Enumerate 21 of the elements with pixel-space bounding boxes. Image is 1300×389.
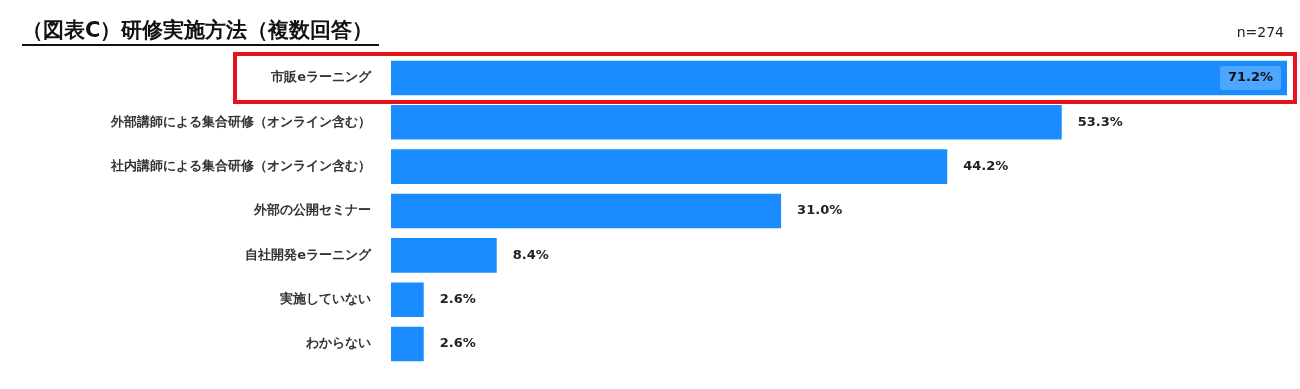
y-tick-label: 外部講師による集合研修（オンライン含む） [110, 113, 371, 129]
data-label: 8.4% [512, 246, 549, 262]
data-label: 71.2% [1227, 69, 1273, 85]
bar [391, 193, 782, 229]
data-label: 2.6% [439, 291, 476, 307]
bar [391, 149, 948, 184]
y-tick-label: 自社開発eラーニング [245, 246, 372, 262]
text: （図表C）研修実施方法（複数回答） [22, 16, 380, 46]
data-label: 44.2% [963, 158, 1009, 174]
text: n=274 [1236, 24, 1284, 40]
data-label: 2.6% [439, 335, 476, 351]
y-tick-label: 市販eラーニング [270, 69, 372, 85]
bar [391, 326, 424, 362]
data-label: 53.3% [1077, 113, 1123, 129]
y-tick-label: わからない [305, 335, 371, 351]
bar [391, 282, 424, 317]
bar [391, 238, 497, 273]
y-tick-label: 外部の公開セミナー [253, 202, 371, 218]
y-tick-label: 社内講師による集合研修（オンライン含む） [110, 158, 371, 174]
y-tick-label: 実施していない [279, 291, 371, 307]
data-label: 31.0% [797, 202, 843, 218]
